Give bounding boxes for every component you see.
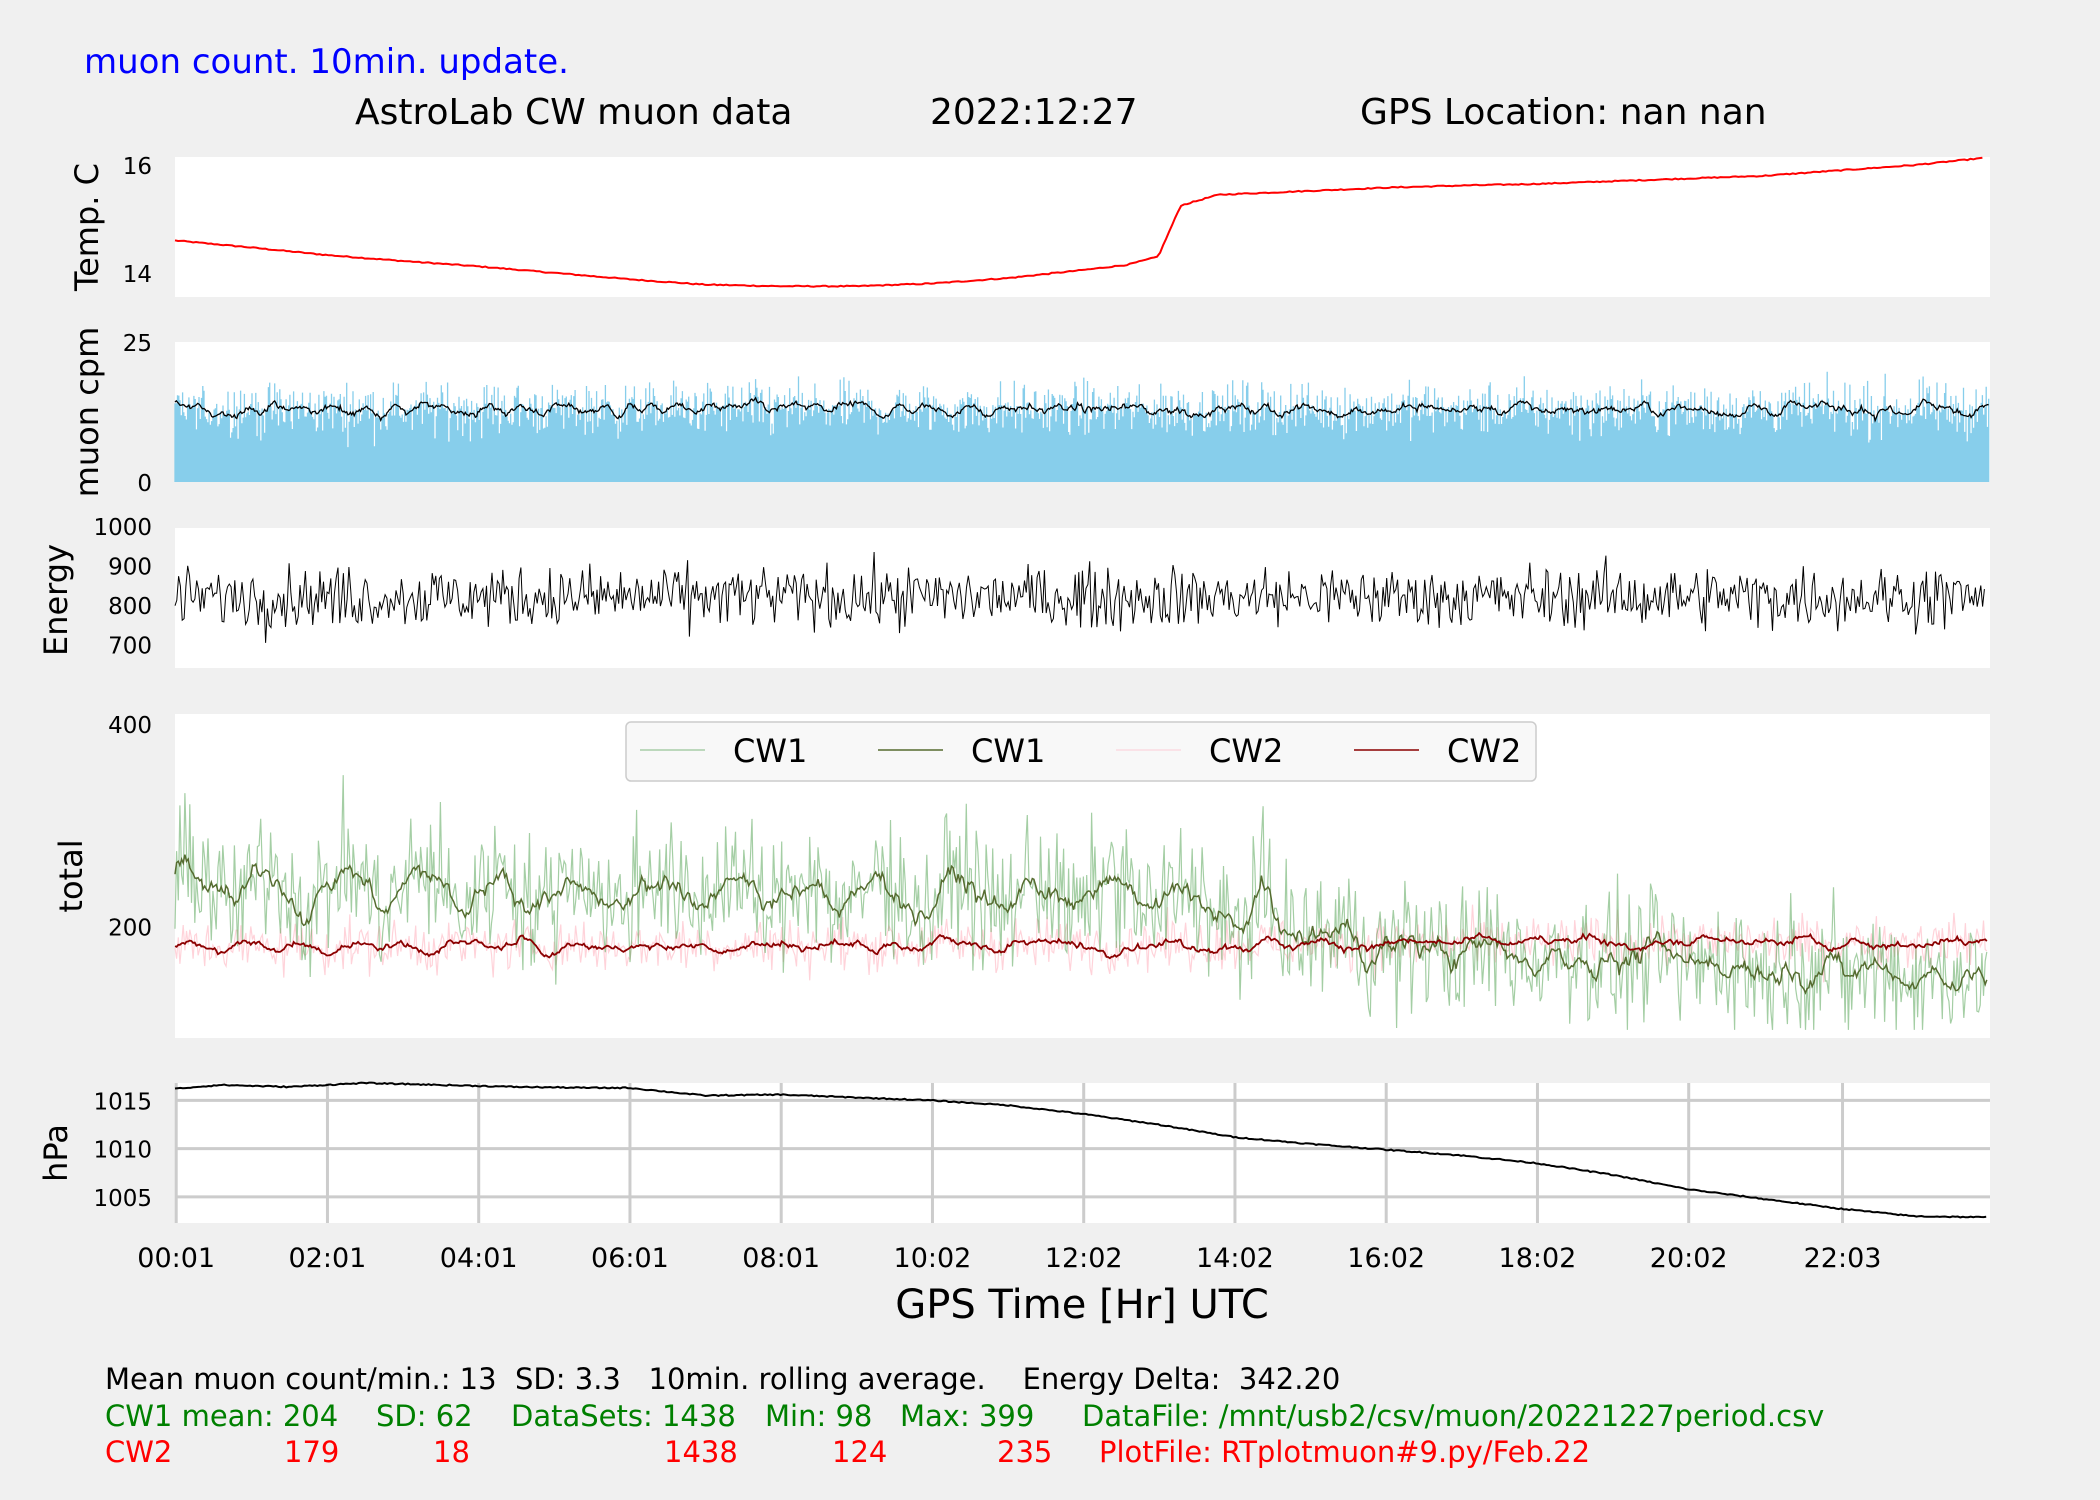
xtick-4: 08:01 <box>742 1243 820 1274</box>
ytick-3-1: 400 <box>108 713 152 739</box>
x-axis-label: GPS Time [Hr] UTC <box>895 1282 1269 1328</box>
cw1-mean: CW1 mean: 204 <box>105 1399 338 1433</box>
ytick-2-0: 700 <box>108 633 152 659</box>
energy-ylabel: Energy <box>37 544 75 656</box>
cw2-datasets: 1438 <box>664 1435 738 1469</box>
cw1-min: Min: 98 <box>765 1399 872 1433</box>
cw1-average-line <box>174 854 1988 995</box>
ytick-4-0: 1005 <box>93 1186 152 1212</box>
top-note: muon count. 10min. update. <box>84 42 569 82</box>
ytick-1-0: 0 <box>137 471 152 497</box>
ytick-0-1: 16 <box>123 154 152 180</box>
cw2-label: CW2 <box>105 1435 172 1469</box>
legend-label-cw1-avg: CW1 <box>971 732 1045 770</box>
xtick-7: 14:02 <box>1196 1243 1274 1274</box>
legend-label-cw2-avg: CW2 <box>1447 732 1521 770</box>
legend-label-cw2-raw: CW2 <box>1209 732 1283 770</box>
cw2-max: 235 <box>997 1435 1052 1469</box>
cw2-sd: 18 <box>433 1435 470 1469</box>
ytick-2-3: 1000 <box>93 515 152 541</box>
muon-series <box>174 371 1990 482</box>
footer-cw2-row: CW2 179 18 1438 124 235 PlotFile: RTplot… <box>105 1435 1590 1469</box>
muon-ylabel: muon cpm <box>68 327 106 498</box>
xtick-11: 22:03 <box>1804 1243 1882 1274</box>
footer-line1: Mean muon count/min.: 13 SD: 3.3 10min. … <box>105 1362 1340 1396</box>
cw2-plotfile: PlotFile: RTplotmuon#9.py/Feb.22 <box>1099 1435 1590 1469</box>
xtick-1: 02:01 <box>289 1243 367 1274</box>
ytick-0-0: 14 <box>123 262 152 288</box>
cw1-max: Max: 399 <box>900 1399 1034 1433</box>
ytick-4-1: 1010 <box>93 1138 152 1164</box>
muon-rolling-average <box>174 396 1989 423</box>
temp-line <box>174 156 1983 288</box>
xtick-8: 16:02 <box>1347 1243 1425 1274</box>
ytick-2-1: 800 <box>108 594 152 620</box>
ytick-2-2: 900 <box>108 554 152 580</box>
total-legend: CW1 CW1 CW2 CW2 <box>625 721 1537 782</box>
legend-box <box>625 721 1537 782</box>
cw2-average-line <box>174 931 1988 960</box>
cw1-raw-line <box>174 775 1988 1030</box>
energy-line <box>174 551 1985 643</box>
pressure-grid <box>174 1083 1990 1223</box>
energy-series <box>174 551 1985 643</box>
cw2-min: 124 <box>832 1435 887 1469</box>
pressure-ylabel: hPa <box>37 1124 75 1182</box>
muon-bars <box>174 371 1990 482</box>
cw1-datafile: DataFile: /mnt/usb2/csv/muon/20221227per… <box>1082 1399 1824 1433</box>
footer-cw1-row: CW1 mean: 204 SD: 62 DataSets: 1438 Min:… <box>105 1399 1824 1433</box>
xtick-10: 20:02 <box>1650 1243 1728 1274</box>
xtick-0: 00:01 <box>137 1243 215 1274</box>
temp-ylabel: Temp. C <box>68 163 106 292</box>
xtick-9: 18:02 <box>1499 1243 1577 1274</box>
total-ylabel: total <box>52 839 90 912</box>
title-date: 2022:12:27 <box>930 92 1138 133</box>
legend-label-cw1-raw: CW1 <box>733 732 807 770</box>
ytick-1-1: 25 <box>123 331 152 357</box>
temp-panel <box>175 157 1990 297</box>
tick-labels: 14 16 0 25 700 800 900 1000 200 400 1005 1010 1015 00… <box>93 154 1881 1274</box>
xtick-6: 12:02 <box>1045 1243 1123 1274</box>
pressure-line <box>174 1081 1987 1219</box>
cw2-mean: 179 <box>284 1435 339 1469</box>
pressure-series <box>174 1081 1987 1219</box>
ytick-4-2: 1015 <box>93 1089 152 1115</box>
cw1-sd: SD: 62 <box>376 1399 473 1433</box>
total-series <box>174 775 1988 1030</box>
title-gps: GPS Location: nan nan <box>1360 92 1767 133</box>
ytick-3-0: 200 <box>108 916 152 942</box>
title-left: AstroLab CW muon data <box>355 92 792 133</box>
xtick-2: 04:01 <box>440 1243 518 1274</box>
temp-series <box>174 156 1983 288</box>
cw1-datasets: DataSets: 1438 <box>511 1399 736 1433</box>
xtick-3: 06:01 <box>591 1243 669 1274</box>
xtick-5: 10:02 <box>894 1243 972 1274</box>
